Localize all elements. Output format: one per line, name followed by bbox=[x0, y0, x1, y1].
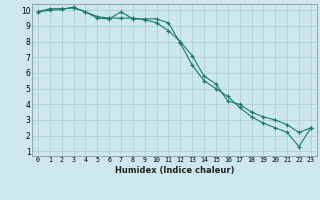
X-axis label: Humidex (Indice chaleur): Humidex (Indice chaleur) bbox=[115, 166, 234, 175]
